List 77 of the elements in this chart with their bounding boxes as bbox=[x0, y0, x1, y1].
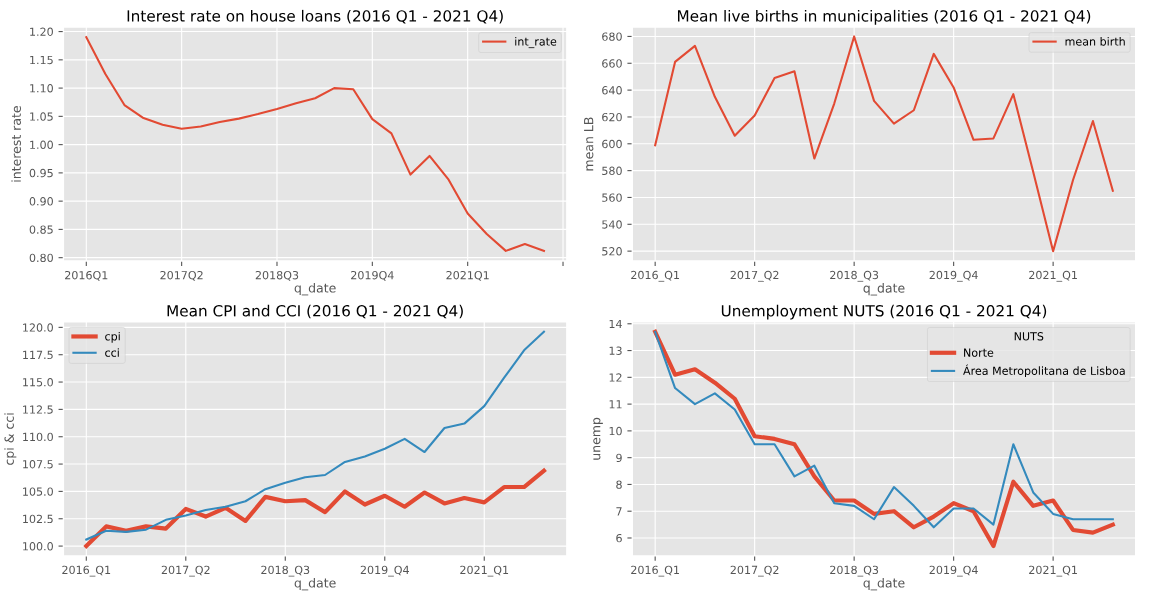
x-tick-label: 2018_Q3 bbox=[830, 565, 879, 577]
legend-label: Área Metropolitana de Lisboa bbox=[963, 364, 1125, 378]
y-tick-label: 107.5 bbox=[23, 460, 53, 469]
x-tick-label: 2016Q1 bbox=[65, 270, 108, 281]
y-tick-label: 7 bbox=[616, 507, 622, 516]
x-tick-label: 2019Q4 bbox=[351, 270, 394, 281]
y-tick-label: 660 bbox=[602, 59, 622, 68]
y-tick-label: 640 bbox=[602, 86, 622, 95]
y-tick-label: 0.90 bbox=[29, 197, 53, 206]
y-tick-label: 1.00 bbox=[30, 140, 53, 149]
x-axis-title: q_date bbox=[863, 577, 905, 591]
x-tick-label: 2021Q1 bbox=[446, 270, 489, 281]
y-tick-label: 540 bbox=[602, 220, 622, 229]
x-tick-label: 2021_Q1 bbox=[1029, 270, 1077, 282]
x-tick-label: 2018_Q3 bbox=[261, 565, 310, 577]
y-tick-label: 112.5 bbox=[23, 405, 53, 414]
y-tick-label: 0.95 bbox=[29, 168, 53, 178]
y-axis-title: cpi & cci bbox=[4, 413, 17, 465]
y-tick-label: 10 bbox=[609, 426, 622, 436]
legend-label: mean birth bbox=[1065, 37, 1125, 46]
y-tick-label: 100.0 bbox=[23, 542, 53, 551]
y-tick-label: 13 bbox=[609, 346, 622, 355]
x-tick-label: 2018_Q3 bbox=[830, 270, 879, 282]
x-axis-title: q_date bbox=[294, 577, 336, 591]
legend-label: Norte bbox=[964, 348, 994, 357]
y-tick-label: 0.80 bbox=[29, 253, 53, 263]
chart-title: Mean CPI and CCI (2016 Q1 - 2021 Q4) bbox=[167, 304, 463, 319]
y-tick-label: 1.20 bbox=[30, 27, 53, 36]
line-series bbox=[85, 330, 545, 541]
x-tick-label: 2016_Q1 bbox=[631, 270, 679, 282]
y-tick-label: 14 bbox=[609, 319, 622, 328]
x-axis-title: q_date bbox=[294, 282, 336, 296]
x-tick-label: 2018Q3 bbox=[255, 270, 299, 281]
legend-label: cci bbox=[105, 348, 119, 357]
y-tick-label: 620 bbox=[602, 112, 622, 122]
legend-title: NUTS bbox=[1014, 332, 1044, 341]
x-tick-label: 2016_Q1 bbox=[62, 565, 111, 577]
x-tick-label: 2019_Q4 bbox=[929, 565, 978, 577]
y-tick-label: 680 bbox=[602, 32, 622, 41]
y-tick-label: 1.15 bbox=[30, 55, 53, 65]
y-tick-label: 110.0 bbox=[23, 432, 53, 442]
legend-label: cpi bbox=[105, 331, 120, 343]
y-tick-label: 120.0 bbox=[23, 323, 53, 332]
y-tick-label: 8 bbox=[616, 480, 622, 489]
y-tick-label: 600 bbox=[602, 139, 622, 149]
y-tick-label: 0.85 bbox=[29, 225, 53, 234]
legend-label: int_rate bbox=[515, 37, 557, 49]
y-tick-label: 105.0 bbox=[23, 487, 53, 496]
x-axis-title: q_date bbox=[863, 283, 905, 296]
y-tick-label: 12 bbox=[609, 373, 622, 382]
y-tick-label: 1.10 bbox=[30, 84, 53, 93]
y-tick-label: 117.5 bbox=[23, 350, 53, 360]
y-axis-title: interest rate bbox=[11, 106, 21, 182]
y-tick-label: 580 bbox=[602, 166, 622, 175]
x-tick-label: 2017_Q2 bbox=[161, 565, 210, 577]
x-tick-label: 2016_Q1 bbox=[631, 565, 679, 577]
chart-title: Interest rate on house loans (2016 Q1 - 2021 Q4) bbox=[127, 9, 503, 24]
y-axis-title: mean LB bbox=[584, 117, 594, 171]
x-tick-label: 2017Q2 bbox=[160, 270, 203, 281]
x-tick-label: 2019_Q4 bbox=[929, 270, 978, 282]
chart-title: Unemployment NUTS (2016 Q1 - 2021 Q4) bbox=[721, 304, 1047, 320]
y-tick-label: 520 bbox=[602, 247, 622, 256]
y-tick-label: 1.05 bbox=[30, 112, 53, 121]
x-tick-label: 2017_Q2 bbox=[730, 270, 779, 282]
line-series bbox=[84, 468, 547, 549]
x-tick-label: 2019_Q4 bbox=[360, 565, 409, 577]
y-tick-label: 560 bbox=[602, 193, 622, 202]
chart-title: Mean live births in municipalities (2016 Q1 - 2021 Q4) bbox=[677, 9, 1091, 25]
x-tick-label: 2017_Q2 bbox=[730, 565, 779, 577]
x-tick-label: 2021_Q1 bbox=[460, 565, 509, 577]
y-tick-label: 11 bbox=[609, 400, 622, 409]
y-tick-label: 115.0 bbox=[23, 378, 53, 387]
y-tick-label: 102.5 bbox=[23, 514, 53, 524]
x-tick-label: 2021_Q1 bbox=[1029, 565, 1077, 577]
y-tick-label: 9 bbox=[616, 453, 622, 463]
y-tick-label: 6 bbox=[616, 533, 622, 543]
y-axis-title: unemp bbox=[593, 417, 603, 460]
